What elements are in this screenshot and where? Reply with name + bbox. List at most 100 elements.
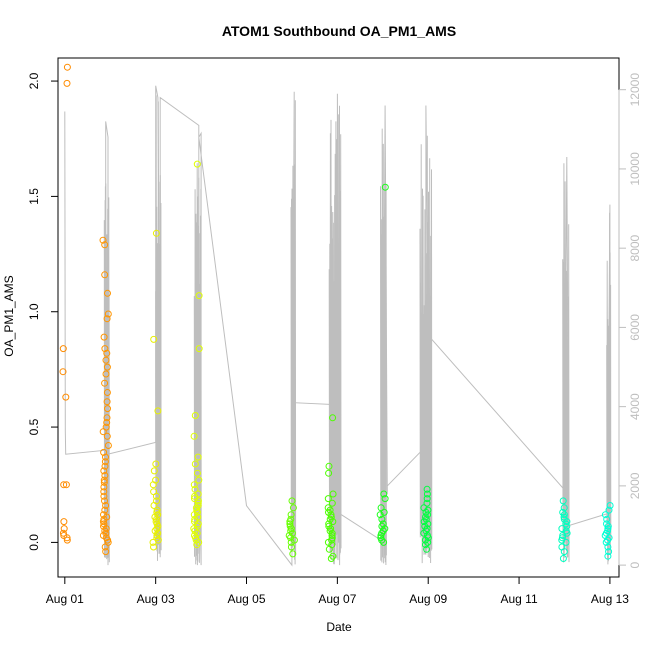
- data-point: [325, 520, 333, 528]
- data-point: [191, 495, 198, 503]
- y2-tick-label: 4000: [628, 393, 642, 420]
- altitude-burst: [290, 100, 297, 565]
- data-point: [378, 515, 386, 523]
- data-point: [286, 520, 294, 528]
- data-point: [153, 532, 161, 539]
- data-point: [601, 511, 609, 519]
- data-point: [104, 310, 112, 318]
- data-point: [103, 398, 111, 406]
- altitude-burst: [606, 212, 612, 565]
- altitude-burst: [328, 105, 342, 565]
- chart-title: ATOM1 Southbound OA_PM1_AMS: [222, 23, 456, 39]
- data-point: [191, 515, 199, 523]
- altitude-burst: [562, 163, 570, 563]
- data-point: [100, 467, 108, 475]
- data-point: [381, 183, 389, 191]
- data-point: [100, 492, 108, 500]
- data-point: [101, 241, 109, 249]
- data-point: [100, 333, 108, 341]
- data-point: [424, 506, 432, 514]
- data-point: [420, 529, 428, 537]
- data-point: [286, 518, 294, 526]
- data-point: [152, 492, 160, 500]
- data-point: [103, 315, 111, 323]
- data-point: [562, 538, 570, 546]
- y-tick-label: 0.5: [27, 418, 41, 435]
- data-point: [191, 492, 199, 500]
- data-point: [193, 541, 201, 549]
- data-point: [152, 229, 160, 237]
- y2-tick-label: 8000: [628, 234, 642, 261]
- data-point: [195, 538, 203, 546]
- data-point: [423, 495, 431, 503]
- data-point: [194, 497, 202, 505]
- data-point: [288, 497, 296, 505]
- y-tick-label: 0.0: [27, 534, 41, 551]
- data-point: [194, 490, 202, 498]
- data-point: [103, 363, 111, 371]
- data-point: [102, 548, 110, 556]
- y2-tick-label: 2000: [628, 472, 642, 499]
- data-point: [421, 536, 429, 544]
- data-point: [327, 511, 335, 519]
- y-tick-label: 1.5: [27, 188, 41, 205]
- data-point: [103, 419, 111, 426]
- x-tick-label: Aug 11: [500, 592, 537, 606]
- data-point: [329, 490, 337, 498]
- data-point: [325, 522, 333, 530]
- x-tick-label: Aug 05: [227, 592, 265, 606]
- data-point: [191, 460, 199, 468]
- data-point: [63, 534, 71, 542]
- data-point: [101, 543, 109, 551]
- data-point: [100, 478, 108, 486]
- data-point: [150, 335, 158, 343]
- data-point: [329, 414, 337, 422]
- data-point: [380, 508, 388, 516]
- data-point: [100, 476, 108, 484]
- data-point: [287, 511, 295, 519]
- data-point: [62, 481, 70, 489]
- x-tick-label: Aug 09: [409, 592, 447, 606]
- data-point: [149, 481, 157, 489]
- data-point: [287, 543, 295, 551]
- data-point: [104, 289, 111, 297]
- x-axis-label: Date: [326, 620, 352, 634]
- data-point: [328, 532, 336, 539]
- x-tick-label: Aug 01: [46, 592, 84, 606]
- data-point: [422, 541, 429, 549]
- data-point: [103, 414, 111, 422]
- data-point: [602, 538, 610, 546]
- data-point: [559, 555, 567, 562]
- x-tick-label: Aug 13: [591, 592, 629, 606]
- data-point: [191, 527, 199, 535]
- data-point: [604, 525, 612, 533]
- data-point: [102, 529, 110, 537]
- data-point: [63, 63, 71, 71]
- data-point: [325, 545, 333, 553]
- data-point: [153, 525, 161, 533]
- altitude-series: [64, 85, 612, 567]
- data-point: [604, 543, 612, 551]
- data-point: [100, 483, 108, 491]
- data-point: [194, 453, 202, 461]
- data-point: [60, 481, 68, 489]
- y2-tick-label: 10000: [628, 152, 642, 186]
- data-point: [102, 502, 110, 509]
- data-point: [326, 527, 334, 535]
- altitude-burst: [193, 163, 202, 566]
- altitude-burst: [380, 128, 387, 566]
- altitude-burst: [419, 135, 433, 564]
- data-point: [100, 448, 108, 456]
- data-point: [422, 515, 430, 523]
- data-point: [101, 497, 108, 505]
- data-point: [63, 536, 71, 544]
- data-point: [606, 502, 614, 509]
- data-point: [101, 271, 109, 279]
- data-point: [99, 236, 107, 244]
- data-point: [192, 504, 200, 512]
- data-point: [329, 518, 337, 526]
- data-point: [420, 518, 428, 526]
- data-point: [150, 502, 158, 509]
- data-point: [423, 490, 431, 498]
